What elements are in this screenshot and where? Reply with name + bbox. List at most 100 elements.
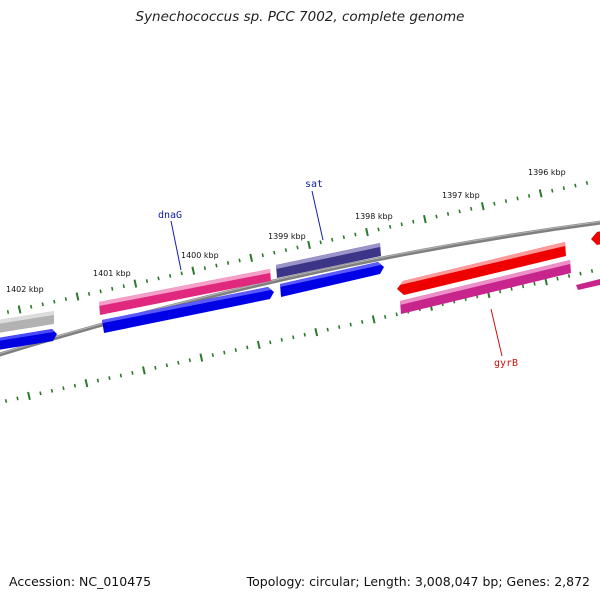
scale-tick <box>388 224 392 229</box>
scale-ticks-outer <box>6 181 589 314</box>
sat-label: sat <box>305 179 323 190</box>
topology-text: Topology: circular; Length: 3,008,047 bp… <box>246 574 590 589</box>
scale-tick <box>551 188 554 193</box>
scale-tick <box>284 248 288 253</box>
sat-leader-line <box>311 190 324 241</box>
scale-tick <box>331 237 334 242</box>
scale-tick <box>296 245 299 250</box>
scale-tick <box>349 322 352 327</box>
gene-feature-shine <box>102 287 271 323</box>
scale-tick <box>307 240 311 250</box>
scale-tick <box>527 193 531 198</box>
gene-feature <box>0 329 57 350</box>
scale-label-1397: 1397 kbp <box>442 191 480 200</box>
gyrB-leader-line <box>490 308 503 357</box>
scale-tick <box>99 289 102 294</box>
scale-tick <box>292 335 295 340</box>
scale-tick <box>87 292 91 296</box>
scale-tick <box>556 276 559 281</box>
scale-tick <box>111 286 114 291</box>
scale-tick <box>145 279 149 283</box>
scale-tick <box>157 276 160 281</box>
scale-tick <box>108 376 111 380</box>
scale-tick <box>516 196 519 201</box>
gene-feature-shine <box>280 262 381 287</box>
scale-tick <box>400 222 403 227</box>
scale-label-1399: 1399 kbp <box>268 232 306 241</box>
scale-tick <box>562 186 566 191</box>
scale-tick <box>16 396 19 401</box>
scale-tick <box>446 212 450 216</box>
scale-tick <box>585 181 589 185</box>
scale-tick <box>154 365 157 370</box>
scale-tick <box>41 302 44 307</box>
scale-tick <box>168 273 172 278</box>
dnaG-label: dnaG <box>158 210 182 221</box>
scale-tick <box>75 292 80 301</box>
scale-tick <box>96 378 100 383</box>
gene-feature-shine <box>400 260 570 305</box>
scale-tick <box>6 310 10 314</box>
scale-tick <box>504 199 508 203</box>
scale-label-1398: 1398 kbp <box>355 212 393 221</box>
gene-features <box>0 231 600 350</box>
scale-tick <box>567 274 571 279</box>
map-title: Synechococcus sp. PCC 7002, complete gen… <box>135 9 465 25</box>
scale-tick <box>435 214 438 219</box>
scale-tick <box>470 206 473 211</box>
scale-tick <box>119 373 123 378</box>
scale-tick <box>188 358 192 363</box>
gene-feature-shine <box>0 311 54 324</box>
scale-tick <box>165 363 169 368</box>
scale-tick <box>574 183 577 188</box>
scale-tick <box>361 320 364 324</box>
gene-feature <box>102 287 274 333</box>
dnaG-leader-line <box>170 220 182 271</box>
gene-feature <box>576 279 600 290</box>
scale-tick <box>590 269 594 273</box>
gene-feature <box>591 231 600 245</box>
scale-tick <box>62 386 65 391</box>
gene-labels: dnaG sat gyrB <box>158 179 518 369</box>
scale-tick <box>314 328 319 337</box>
scale-tick <box>510 286 513 291</box>
scale-tick <box>27 391 31 401</box>
scale-tick <box>84 379 89 388</box>
scale-tick <box>319 240 322 245</box>
scale-tick <box>371 315 376 324</box>
scale-tick <box>365 227 369 237</box>
scale-tick <box>177 360 180 365</box>
scale-tick <box>122 284 125 289</box>
gene-feature-shine <box>400 242 565 285</box>
scale-tick <box>180 271 183 276</box>
scale-tick <box>533 281 536 286</box>
scale-tick <box>50 388 54 393</box>
scale-tick <box>303 332 306 337</box>
scale-tick <box>354 232 357 237</box>
gene-feature-shine <box>276 243 380 269</box>
scale-tick <box>199 353 204 362</box>
scale-tick <box>579 271 582 276</box>
scale-tick <box>395 312 398 317</box>
scale-tick <box>53 299 56 304</box>
scale-tick <box>131 371 134 375</box>
scale-label-1400: 1400 kbp <box>181 251 219 260</box>
scale-tick <box>261 253 264 258</box>
scale-tick <box>493 201 496 206</box>
scale-tick <box>412 219 415 224</box>
scale-tick <box>377 227 380 232</box>
scale-tick <box>423 214 427 224</box>
scale-tick <box>256 340 261 350</box>
scale-tick <box>238 258 241 263</box>
scale-labels: 1396 kbp 1397 kbp 1398 kbp 1399 kbp 1400… <box>6 168 566 294</box>
gene-feature-shine <box>0 329 54 341</box>
scale-tick <box>521 284 525 289</box>
scale-tick <box>29 304 33 309</box>
genome-backbone <box>0 220 600 357</box>
scale-tick <box>203 266 207 271</box>
scale-tick <box>338 325 341 330</box>
gene-feature-shine <box>99 269 270 306</box>
scale-tick <box>326 327 329 332</box>
scale-tick <box>538 189 543 198</box>
